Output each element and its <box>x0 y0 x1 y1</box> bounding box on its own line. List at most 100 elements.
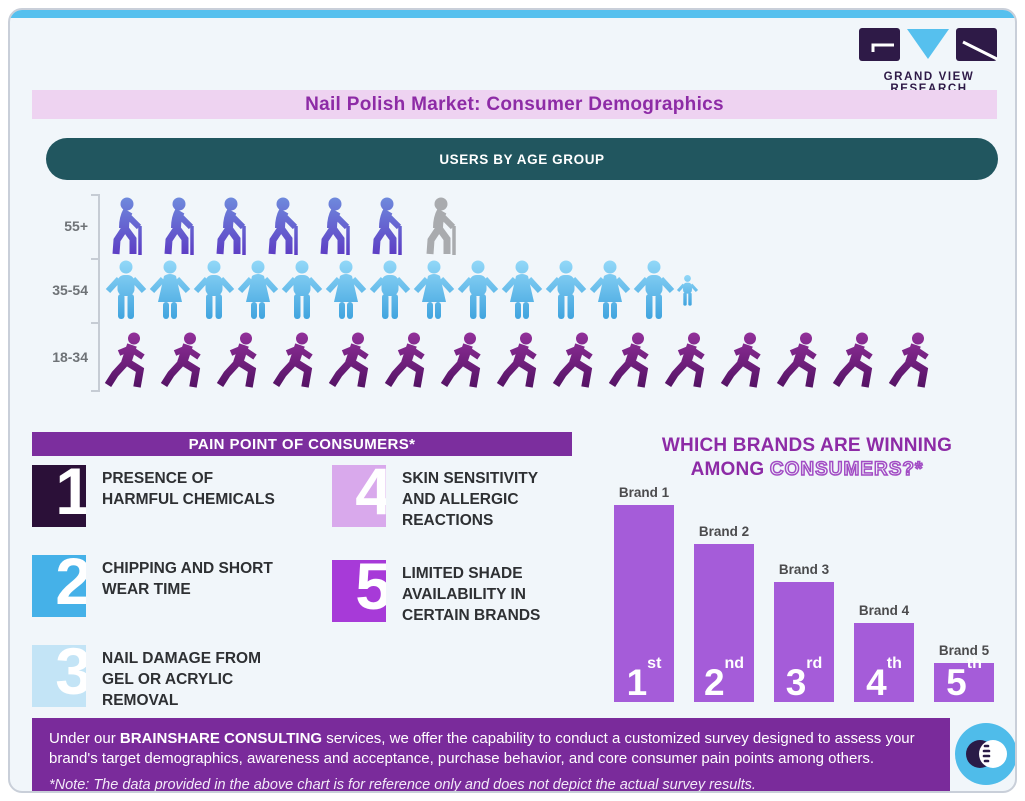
pain-number: 2 <box>55 555 86 617</box>
woman-icon <box>588 260 632 322</box>
footer-text: Under our BRAINSHARE CONSULTING services… <box>49 729 933 770</box>
page-title-bar: Nail Polish Market: Consumer Demographic… <box>32 90 997 119</box>
brand-bar: 4th <box>854 623 914 702</box>
pain-point-text: NAIL DAMAGE FROM GEL OR ACRYLIC REMOVAL <box>102 650 262 709</box>
pain-point-item: 1 PRESENCE OF HARMFUL CHEMICALS <box>32 465 312 527</box>
runner-icon <box>496 332 550 392</box>
elder-icon <box>156 196 206 258</box>
pain-point-text: CHIPPING AND SHORT WEAR TIME <box>102 560 273 598</box>
brand-bar: 1st <box>614 505 674 702</box>
runner-icon <box>720 332 774 392</box>
age-row-35-54: 35-54 <box>40 258 944 322</box>
pain-number-badge: 4 <box>332 465 386 527</box>
runner-icon <box>664 332 718 392</box>
runner-icon <box>104 332 158 392</box>
man-icon <box>456 260 500 322</box>
man-icon <box>632 260 676 322</box>
pain-points-header: PAIN POINT OF CONSUMERS* <box>32 432 572 456</box>
brand-label: Brand 3 <box>778 561 830 577</box>
runner-icon <box>328 332 382 392</box>
runner-icon <box>272 332 326 392</box>
brand-label: Brand 5 <box>938 642 990 658</box>
pain-number: 1 <box>55 465 86 527</box>
pain-point-text: LIMITED SHADE AVAILABILITY IN CERTAIN BR… <box>402 564 541 624</box>
age-row-55+: 55+ <box>40 194 944 258</box>
pain-point-text: PRESENCE OF HARMFUL CHEMICALS <box>102 470 275 508</box>
woman-icon <box>412 260 456 322</box>
woman-icon <box>324 260 368 322</box>
age-icon-row <box>91 258 699 322</box>
age-row-18-34: 18-34 <box>40 322 944 392</box>
brainshare-logo <box>954 722 1015 791</box>
brainshare-logo-icon <box>955 723 1015 785</box>
runner-icon <box>160 332 214 392</box>
age-section-header-label: USERS BY AGE GROUP <box>439 151 605 167</box>
elder-icon <box>208 196 258 258</box>
elder-icon <box>260 196 310 258</box>
woman-icon <box>236 260 280 322</box>
infographic-card: GRAND VIEW RESEARCH Nail Polish Market: … <box>8 8 1017 793</box>
runner-icon <box>776 332 830 392</box>
pain-number-badge: 1 <box>32 465 86 527</box>
age-icon-row <box>91 322 944 392</box>
woman-icon <box>148 260 192 322</box>
woman-icon <box>500 260 544 322</box>
brands-title-line1: WHICH BRANDS ARE WINNING <box>661 435 953 456</box>
brand-bar-group: Brand 4 4th <box>854 603 914 702</box>
footer-banner: Under our BRAINSHARE CONSULTING services… <box>32 718 950 793</box>
rank-label: 1st <box>626 654 662 703</box>
brand-label: Brand 4 <box>858 603 910 619</box>
pain-point-item: 3 NAIL DAMAGE FROM GEL OR ACRYLIC REMOVAL <box>32 645 312 712</box>
pain-point-text: SKIN SENSITIVITY AND ALLERGIC REACTIONS <box>402 470 538 529</box>
brand-bar-group: Brand 1 1st <box>614 485 674 702</box>
brands-title-line2-solid: AMONG <box>690 458 770 480</box>
rank-label: 2nd <box>703 654 745 703</box>
runner-icon <box>216 332 270 392</box>
man-icon <box>676 260 699 322</box>
brand-bar: 2nd <box>694 544 754 702</box>
runner-icon <box>384 332 438 392</box>
brand-label: Brand 1 <box>618 485 670 500</box>
elder-icon <box>312 196 362 258</box>
rank-label: 4th <box>866 654 902 703</box>
pain-number: 5 <box>355 560 386 622</box>
runner-icon <box>888 332 942 392</box>
brand-bar: 3rd <box>774 581 834 703</box>
runner-icon <box>608 332 662 392</box>
age-section-header: USERS BY AGE GROUP <box>46 138 998 180</box>
pain-point-item: 4 SKIN SENSITIVITY AND ALLERGIC REACTIONS <box>332 465 592 532</box>
footer-text-suffix: services, we offer the capability to con… <box>49 730 915 768</box>
brands-chart-title: WHICH BRANDS ARE WINNING AMONG CONSUMERS… <box>602 434 1012 482</box>
users-by-age-pictogram-chart: 55+ 35-54 18-34 <box>40 194 944 392</box>
pain-point-item: 5 LIMITED SHADE AVAILABILITY IN CERTAIN B… <box>332 559 592 627</box>
brands-title-outline-word: CONSUMERS?* <box>769 458 924 481</box>
pain-number: 4 <box>355 465 386 527</box>
elder-icon <box>418 196 468 258</box>
brands-bar-chart: Brand 1 1st Brand 2 2nd Brand 3 3rd Brand 4 4th… <box>614 485 1004 703</box>
man-icon <box>544 260 588 322</box>
man-icon <box>280 260 324 322</box>
man-icon <box>104 260 148 322</box>
rank-label: 5th <box>946 654 982 703</box>
age-group-label: 18-34 <box>52 349 88 365</box>
age-group-label: 55+ <box>64 218 88 234</box>
age-icon-row <box>91 194 468 258</box>
footer-note: *Note: The data provided in the above ch… <box>49 776 756 793</box>
footer-brainshare-bold: BRAINSHARE CONSULTING <box>119 730 323 747</box>
runner-icon <box>832 332 886 392</box>
grand-view-research-logo: GRAND VIEW RESEARCH <box>855 28 1003 95</box>
gvr-logo-icon <box>859 28 998 61</box>
top-accent-strip <box>10 10 1015 18</box>
pain-points-column-left: 1 PRESENCE OF HARMFUL CHEMICALS 2 CHIPPING … <box>32 465 312 740</box>
brand-bar: 5th <box>934 654 994 703</box>
elder-icon <box>104 196 154 258</box>
runner-icon <box>552 332 606 392</box>
rank-label: 3rd <box>785 654 823 703</box>
brand-bar-group: Brand 2 2nd <box>694 524 754 702</box>
pain-number: 3 <box>55 645 86 707</box>
footer-text-prefix: Under our <box>49 730 120 747</box>
page-title: Nail Polish Market: Consumer Demographic… <box>305 93 724 115</box>
man-icon <box>368 260 412 322</box>
brand-label: Brand 2 <box>698 524 750 540</box>
elder-icon <box>364 196 414 258</box>
